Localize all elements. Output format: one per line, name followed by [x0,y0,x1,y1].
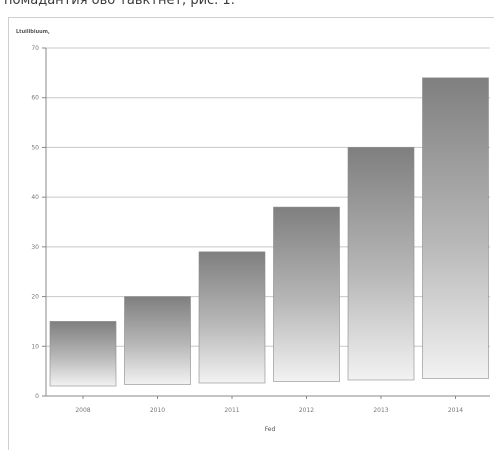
x-tick-label: 2010 [150,407,165,414]
y-tick-label: 60 [31,95,39,102]
y-tick-label: 0 [35,393,39,400]
y-tick-label: 10 [31,343,39,350]
bar-2008 [49,321,117,387]
y-tick-label: 30 [31,244,39,251]
y-tick-label: 20 [31,294,39,301]
y-tick-label: 70 [31,45,39,52]
y-axis-title: Ltuilibiuum, [16,29,50,35]
grid-lines [46,47,490,347]
x-tick-label: 2008 [75,407,90,414]
chart-caption: помадантия ово тавктнет, рис. 1. [4,0,494,14]
bar-2010 [124,296,191,385]
tick-labels: 0 10 20 30 40 50 60 70 2008 2010 2011 2012 2013 2014 F… [31,45,463,433]
bar-2013 [347,147,415,381]
x-tick-label: 2011 [224,407,239,414]
bar-2012 [273,206,340,382]
x-tick-label: 2012 [299,407,314,414]
chart-caption-text: помадантия ово тавктнет, рис. 1. [4,0,235,8]
bar-2011 [198,251,266,384]
x-axis-title: Fed [265,426,276,433]
bar-2014 [422,77,489,379]
x-tick-label: 2013 [373,407,388,414]
axes [42,47,490,399]
bars [49,77,489,387]
y-tick-label: 40 [31,194,39,201]
x-tick-label: 2014 [448,407,463,414]
y-tick-label: 50 [31,144,39,151]
